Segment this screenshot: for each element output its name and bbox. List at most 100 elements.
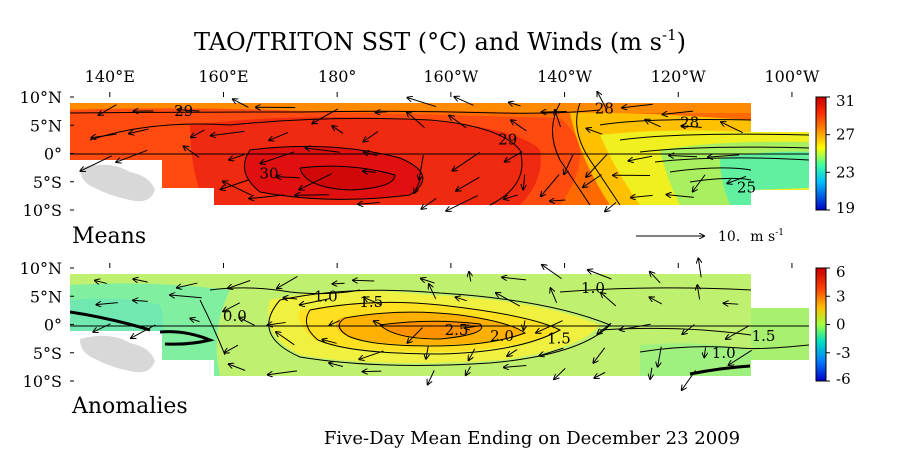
wind-vector xyxy=(586,153,608,177)
wind-vector xyxy=(268,370,298,375)
wind-vector xyxy=(704,347,705,357)
y-tick-label: 5°S xyxy=(33,173,62,192)
wind-vector xyxy=(116,149,148,162)
wind-vector xyxy=(583,174,602,187)
wind-vector xyxy=(555,110,562,128)
contour-label: 2.5 xyxy=(445,321,469,339)
wind-vector xyxy=(99,104,117,115)
wind-vector xyxy=(693,174,706,192)
wind-vector xyxy=(597,92,607,110)
wind-vector xyxy=(363,171,377,172)
wind-vector xyxy=(507,349,518,356)
means-wind-vectors xyxy=(81,92,747,211)
wind-vector xyxy=(663,110,694,114)
wind-vector xyxy=(228,280,251,289)
colorbar-tick-label: 3 xyxy=(836,287,846,305)
contour-label: 25 xyxy=(737,178,756,196)
wind-vector xyxy=(708,155,740,157)
wind-vector xyxy=(620,323,651,330)
wind-vector xyxy=(631,195,653,197)
contour-label: 1.5 xyxy=(547,330,571,348)
wind-vector xyxy=(551,288,558,303)
wind-vector xyxy=(650,297,662,305)
wind-vector xyxy=(504,365,527,367)
wind-vector xyxy=(277,276,298,288)
wind-vector xyxy=(224,344,239,353)
wind-vector xyxy=(650,272,661,284)
wind-vector xyxy=(260,151,295,163)
means-contour-labels: 29 30 29 28 28 25 xyxy=(174,99,756,196)
wind-vector xyxy=(682,324,695,335)
colorbar-tick-label: 27 xyxy=(836,126,855,144)
contour-label: 2.0 xyxy=(490,327,514,345)
wind-vector xyxy=(502,277,527,280)
colorbar-tick-label: -6 xyxy=(836,370,851,388)
wind-vector xyxy=(539,347,564,356)
colorbar-tick-label: 0 xyxy=(836,316,846,334)
wind-vector xyxy=(358,202,381,204)
x-tick-label: 100°W xyxy=(764,67,820,86)
wind-vector xyxy=(523,174,525,190)
wind-vector xyxy=(133,300,148,301)
wind-vector xyxy=(239,318,255,326)
wind-vector xyxy=(511,120,527,132)
wind-vector xyxy=(353,280,375,281)
wind-vector xyxy=(564,154,574,174)
wind-vector xyxy=(376,112,388,113)
wind-vector xyxy=(364,152,378,156)
wind-vector xyxy=(504,194,518,199)
y-tick-label: 5°S xyxy=(33,344,62,363)
wind-vector xyxy=(95,281,107,284)
means-y-axis-tick-labels: 10°N 5°N 0° 5°S 10°S xyxy=(20,88,74,220)
y-tick-label: 5°N xyxy=(30,287,62,306)
wind-vector xyxy=(419,155,424,179)
wind-vector xyxy=(587,129,603,135)
wind-vector xyxy=(554,367,566,379)
wind-vector xyxy=(536,320,563,333)
wind-vector xyxy=(359,350,384,359)
wind-vector xyxy=(177,282,198,288)
chart-title: TAO/TRITON SST (°C) and Winds (m s-1) xyxy=(194,26,686,56)
y-tick-label: 5°N xyxy=(30,116,62,135)
wind-vector xyxy=(329,363,344,366)
x-axis-tick-labels: 140°E 160°E 180° 160°W 140°W 120°W 100°W xyxy=(85,67,820,268)
contour-label: 0.0 xyxy=(223,307,247,325)
wind-vector xyxy=(332,126,344,134)
wind-vector xyxy=(91,133,117,138)
wind-vector xyxy=(407,98,437,108)
contour-label: 28 xyxy=(595,99,614,117)
wind-vector xyxy=(408,327,423,343)
anomalies-colorbar xyxy=(815,267,827,382)
anomalies-sst-field xyxy=(70,268,809,381)
wind-vector xyxy=(729,349,752,365)
wind-vector xyxy=(229,364,246,371)
wind-vector xyxy=(277,177,300,178)
wind-vector xyxy=(658,346,662,367)
wind-vector xyxy=(682,370,697,390)
y-tick-label: 10°S xyxy=(23,372,62,391)
wind-vector xyxy=(429,284,437,300)
wind-vector xyxy=(622,103,653,107)
wind-vector xyxy=(594,371,606,378)
wind-vector xyxy=(131,324,156,338)
wind-vector xyxy=(191,129,205,137)
contour-label: 1.0 xyxy=(581,279,605,297)
wind-vector xyxy=(629,155,653,161)
wind-vector xyxy=(363,131,379,141)
colorbar-tick-label: 19 xyxy=(836,199,855,217)
wind-vector xyxy=(605,202,617,211)
wind-vector xyxy=(249,194,284,199)
wind-vector xyxy=(727,175,747,183)
wind-vector xyxy=(446,195,478,211)
means-panel-label: Means xyxy=(72,224,146,249)
wind-vector xyxy=(724,303,739,304)
y-tick-label: 0° xyxy=(44,316,62,335)
wind-vector xyxy=(550,200,566,201)
wind-vector xyxy=(300,298,331,305)
contour-label: 1.5 xyxy=(359,293,383,311)
x-tick-label: 120°W xyxy=(651,67,707,86)
wind-vector xyxy=(496,293,521,307)
wind-vector xyxy=(650,367,652,379)
wind-vector xyxy=(414,179,421,193)
wind-vector xyxy=(542,265,562,280)
